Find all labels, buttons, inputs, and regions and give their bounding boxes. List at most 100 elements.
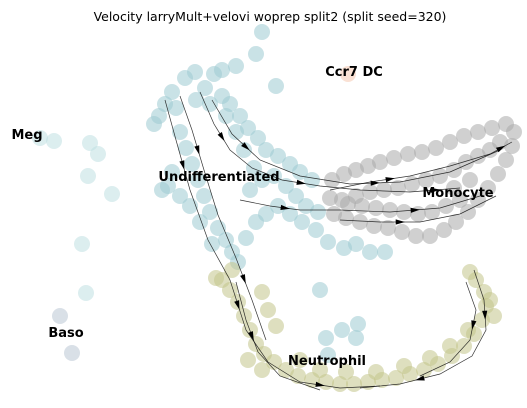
streamline-arrow-icon: [430, 187, 440, 193]
point-undifferentiated-32: [294, 214, 310, 230]
point-monocyte-42: [470, 148, 486, 164]
point-monocyte-16: [498, 152, 514, 168]
streamline-4: [239, 195, 481, 213]
point-undifferentiated-58: [228, 124, 244, 140]
cluster-label-ccr7-dc: Ccr7 DC: [325, 65, 383, 80]
point-monocyte-52: [354, 198, 370, 214]
point-undifferentiated-68: [334, 322, 350, 338]
point-monocyte-24: [408, 228, 424, 244]
point-monocyte-41: [458, 154, 474, 170]
point-neutrophil-30: [268, 318, 284, 334]
streamline-6: [339, 195, 497, 223]
streamline-8: [419, 281, 477, 377]
point-monocyte-6: [400, 146, 416, 162]
point-monocyte-4: [372, 154, 388, 170]
point-monocyte-47: [424, 204, 440, 220]
point-monocyte-18: [480, 180, 496, 196]
cluster-label-baso: Baso: [48, 326, 83, 341]
point-neutrophil-29: [260, 302, 276, 318]
streamline-arrow-icon: [248, 331, 254, 341]
point-monocyte-21: [448, 214, 464, 230]
point-baso-0: [52, 308, 68, 324]
point-undifferentiated-61: [214, 62, 230, 78]
point-undifferentiated-13: [270, 148, 286, 164]
point-monocyte-53: [340, 196, 356, 212]
point-undifferentiated-60: [246, 160, 262, 176]
point-neutrophil-37: [396, 358, 412, 374]
streamline-arrow-icon: [296, 179, 306, 185]
streamline-arrow-icon: [415, 375, 425, 381]
point-monocyte-27: [366, 218, 382, 234]
cluster-label-neutrophil: Neutrophil: [288, 354, 366, 369]
point-undifferentiated-29: [258, 206, 274, 222]
point-neutrophil-1: [222, 282, 238, 298]
point-undifferentiated-53: [146, 116, 162, 132]
point-undifferentiated-71: [350, 316, 366, 332]
point-monocyte-11: [470, 124, 486, 140]
point-undifferentiated-31: [282, 206, 298, 222]
streamline-arrow-icon: [241, 142, 250, 151]
point-undifferentiated-62: [228, 58, 244, 74]
point-undifferentiated-57: [218, 108, 234, 124]
streamline-arrow-icon: [471, 320, 477, 330]
point-undifferentiated-70: [320, 347, 336, 363]
point-monocyte-10: [456, 128, 472, 144]
point-undifferentiated-69: [348, 330, 364, 346]
point-monocyte-0: [324, 172, 340, 188]
point-undifferentiated-36: [348, 236, 364, 252]
point-undifferentiated-54: [168, 100, 184, 116]
point-undifferentiated-4: [187, 64, 203, 80]
point-monocyte-8: [428, 140, 444, 156]
point-monocyte-17: [490, 166, 506, 182]
point-neutrophil-32: [254, 362, 270, 378]
streamline-arrow-icon: [410, 207, 420, 213]
point-undifferentiated-51: [310, 204, 326, 220]
point-monocyte-54: [446, 180, 462, 196]
point-neutrophil-31: [240, 352, 256, 368]
point-monocyte-34: [362, 184, 378, 200]
point-meg-4: [80, 168, 96, 184]
point-undifferentiated-12: [258, 142, 274, 158]
point-monocyte-26: [380, 220, 396, 236]
point-monocyte-7: [414, 144, 430, 160]
point-monocyte-37: [404, 176, 420, 192]
point-neutrophil-39: [442, 338, 458, 354]
point-undifferentiated-43: [192, 214, 208, 230]
point-undifferentiated-11: [250, 130, 266, 146]
point-monocyte-19: [470, 192, 486, 208]
streamline-arrow-icon: [234, 300, 240, 310]
point-monocyte-31: [322, 190, 338, 206]
point-neutrophil-36: [368, 364, 384, 380]
chart-title: Velocity larryMult+velovi woprep split2 …: [94, 9, 447, 24]
point-monocyte-49: [396, 204, 412, 220]
streamline-arrow-icon: [496, 145, 506, 153]
point-undifferentiated-66: [312, 282, 328, 298]
point-neutrophil-16: [388, 370, 404, 386]
point-undifferentiated-21: [196, 188, 212, 204]
point-ccr7-dc-0: [340, 66, 356, 82]
point-undifferentiated-52: [154, 182, 170, 198]
streamline-2: [199, 91, 461, 193]
point-undifferentiated-15: [292, 164, 308, 180]
point-undifferentiated-49: [288, 188, 304, 204]
point-neutrophil-27: [462, 264, 478, 280]
point-monocyte-5: [386, 150, 402, 166]
point-monocyte-39: [432, 168, 448, 184]
point-neutrophil-43: [224, 262, 240, 278]
point-neutrophil-3: [236, 308, 252, 324]
point-undifferentiated-65: [268, 78, 284, 94]
point-undifferentiated-59: [236, 142, 252, 158]
point-neutrophil-13: [346, 376, 362, 392]
cluster-label-monocyte: Monocyte: [422, 186, 493, 201]
point-monocyte-30: [326, 206, 342, 222]
point-undifferentiated-18: [178, 140, 194, 156]
point-monocyte-22: [436, 222, 452, 238]
point-neutrophil-28: [254, 284, 270, 300]
point-neutrophil-38: [422, 350, 438, 366]
streamline-arrow-icon: [179, 160, 185, 170]
point-monocyte-14: [506, 124, 522, 140]
point-undifferentiated-37: [362, 244, 378, 260]
point-undifferentiated-34: [320, 234, 336, 250]
point-neutrophil-42: [486, 308, 502, 324]
